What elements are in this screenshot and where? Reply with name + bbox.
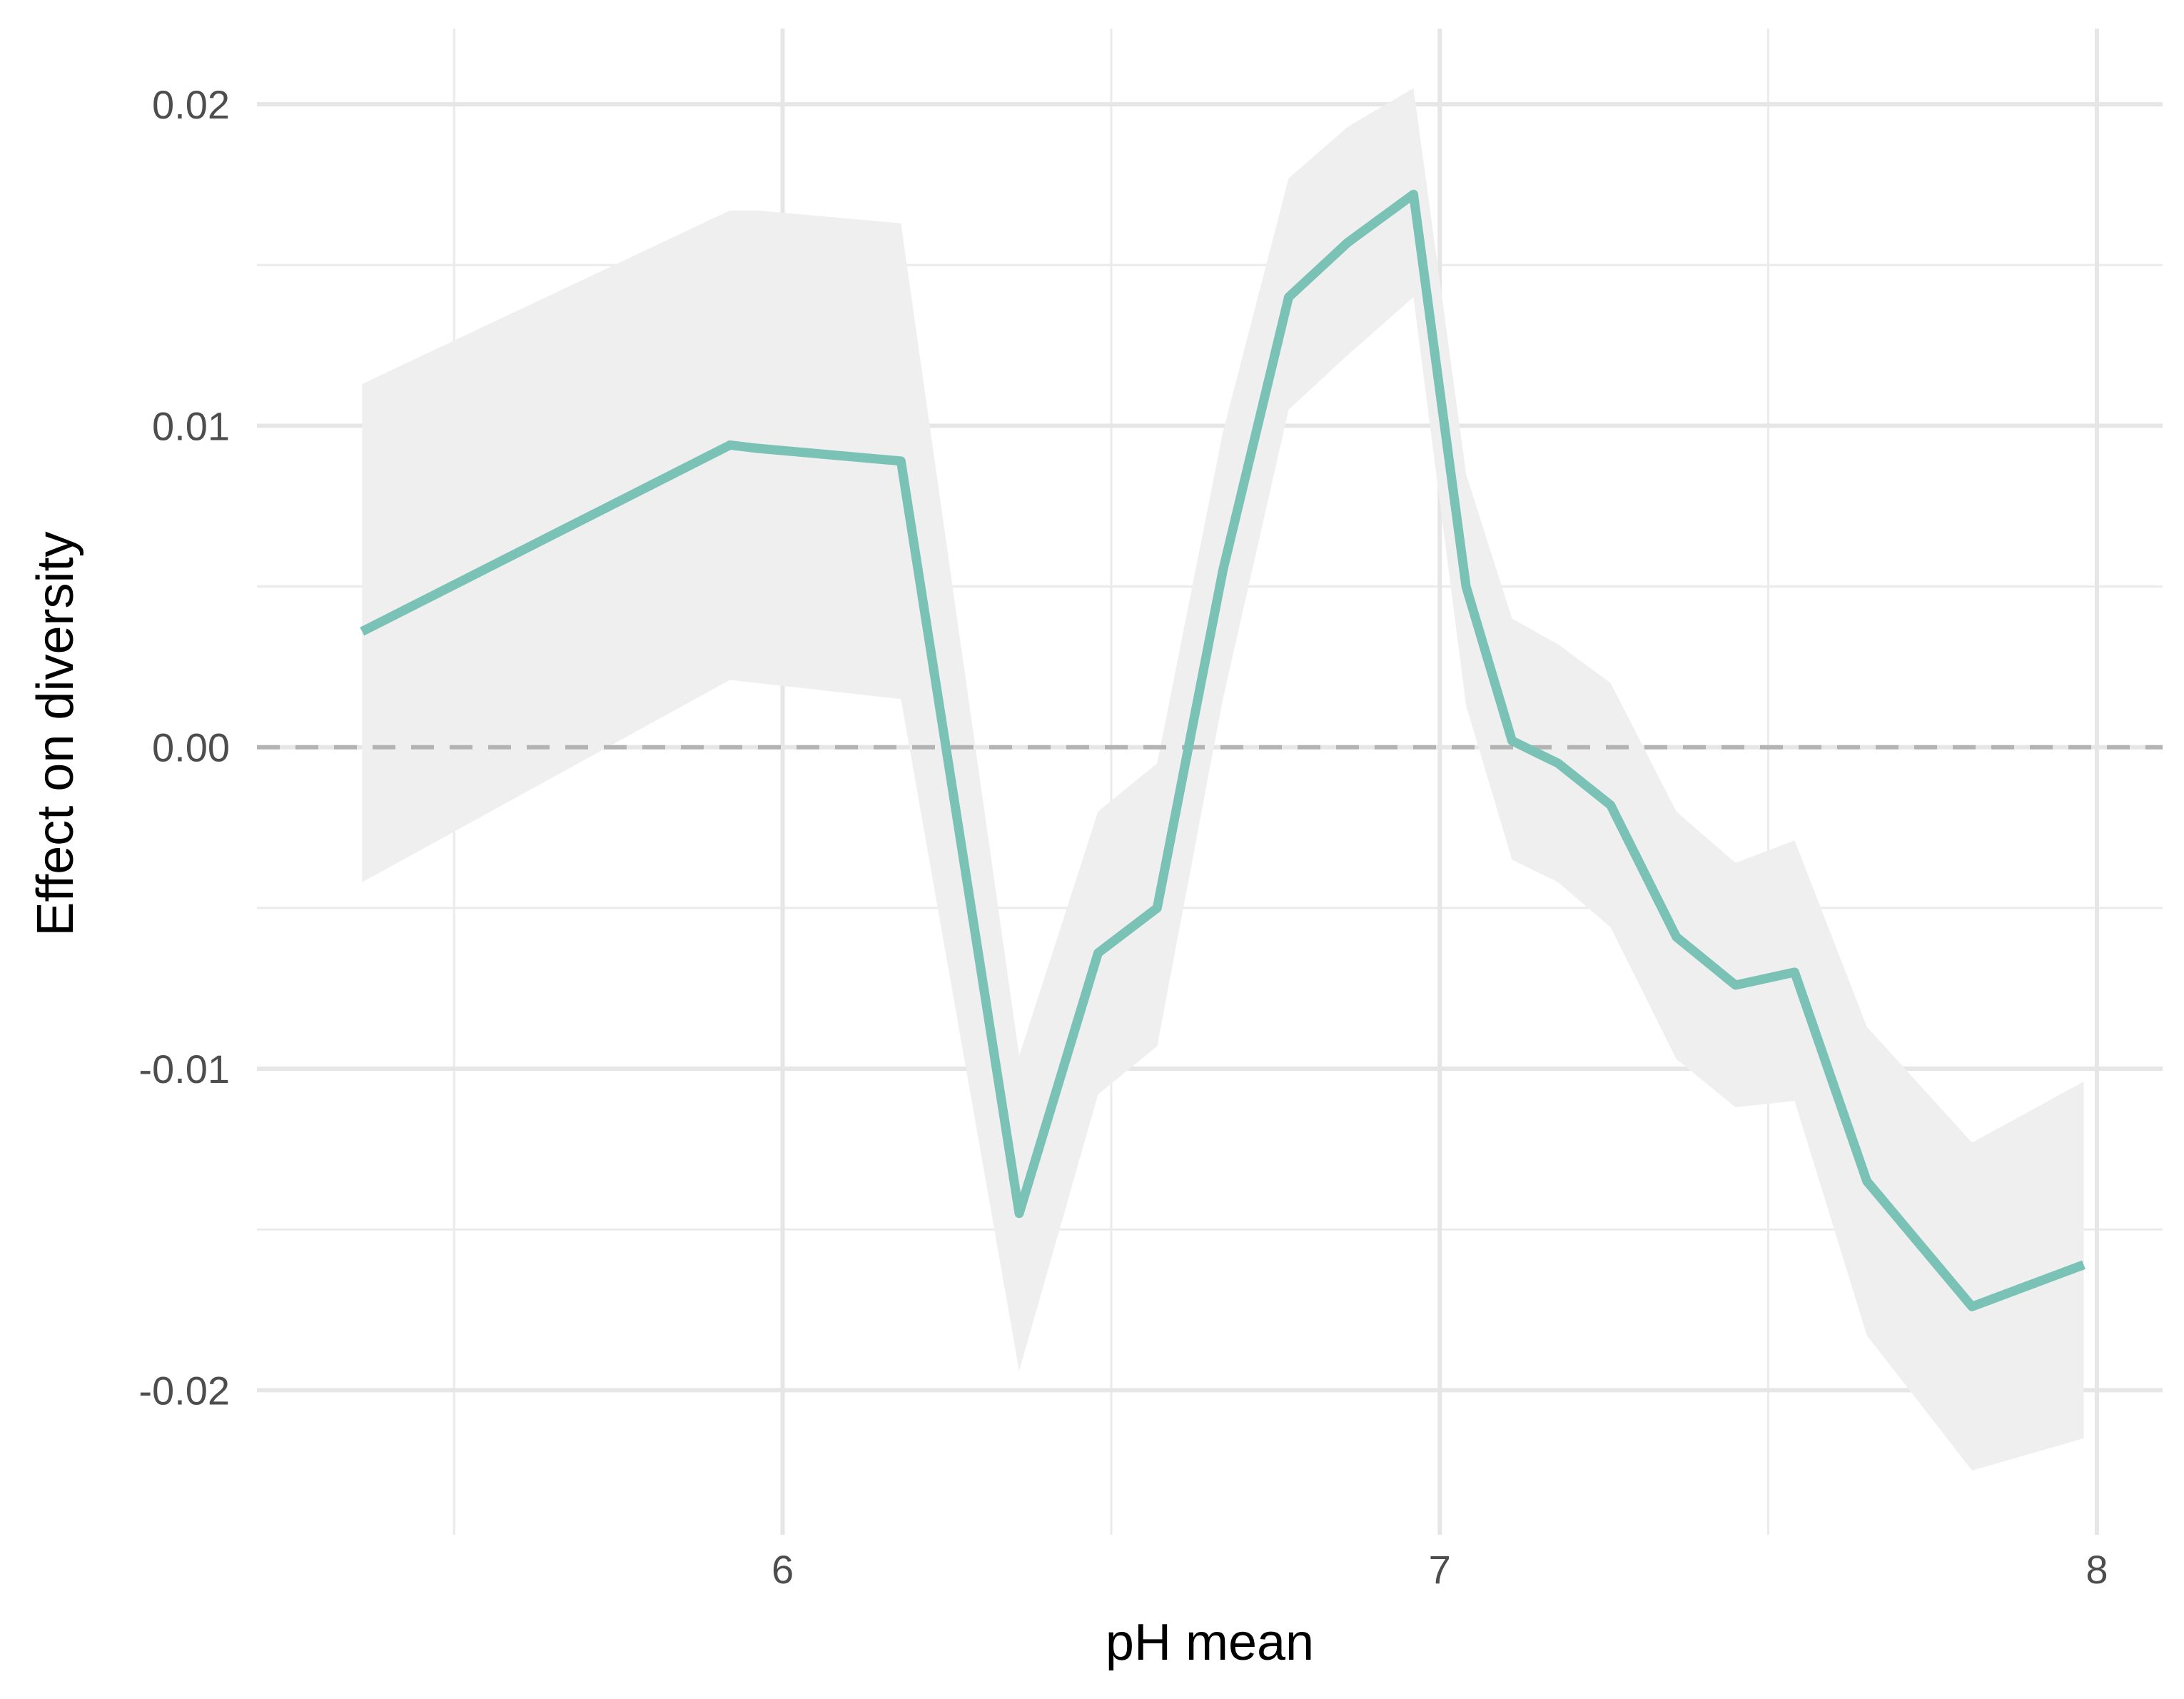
series-lines — [360, 189, 2086, 1311]
x-tick-label: 8 — [2086, 1547, 2108, 1592]
y-tick-label: -0.02 — [138, 1368, 230, 1413]
series-line-0 — [360, 189, 2086, 1311]
y-tick-label: 0.02 — [152, 82, 230, 127]
x-tick-labels: 6 7 8 — [772, 1547, 2108, 1592]
y-axis-title: Effect on diversity — [27, 532, 84, 937]
y-tick-labels: -0.02 -0.01 0.00 0.01 0.02 — [138, 82, 230, 1413]
x-tick-label: 6 — [772, 1547, 794, 1592]
x-axis-title: pH mean — [1106, 1614, 1314, 1671]
x-tick-label: 7 — [1429, 1547, 1451, 1592]
y-tick-label: -0.01 — [138, 1047, 230, 1092]
y-tick-label: 0.00 — [152, 725, 230, 770]
confidence-band-0 — [362, 88, 2084, 1471]
y-tick-label: 0.01 — [152, 403, 230, 448]
confidence-bands — [362, 88, 2084, 1471]
